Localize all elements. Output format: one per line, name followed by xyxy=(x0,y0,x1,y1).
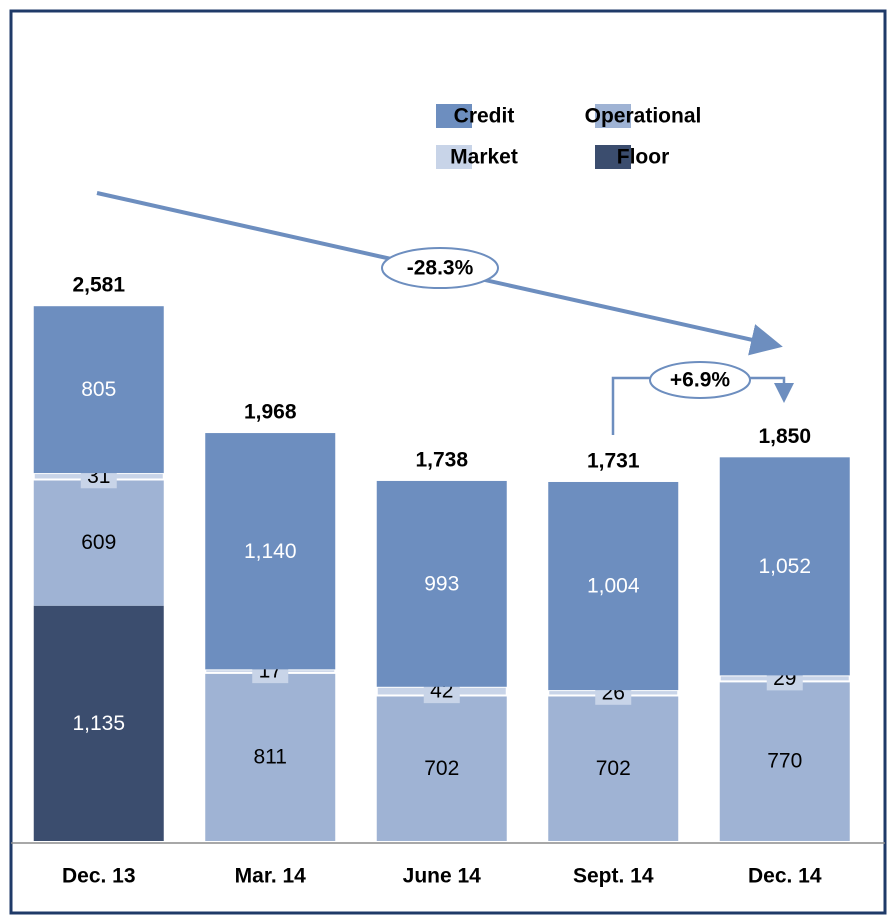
bar-segment xyxy=(376,480,507,687)
x-tick-label: Sept. 14 xyxy=(573,865,654,888)
legend-label: Operational xyxy=(585,105,702,128)
data-label: 770 xyxy=(767,750,802,773)
legend-label: Market xyxy=(450,146,518,169)
frame xyxy=(9,9,887,915)
data-label: 1,135 xyxy=(72,712,125,735)
data-label: 805 xyxy=(81,378,116,401)
bar-segment xyxy=(719,457,850,676)
legend-label: Floor xyxy=(617,146,670,169)
bar-segment xyxy=(719,681,850,841)
data-label: 702 xyxy=(424,757,459,780)
total-label: 1,738 xyxy=(415,448,468,471)
bar-segment xyxy=(33,605,164,841)
legend-label: Credit xyxy=(454,105,515,128)
bar-segment xyxy=(205,672,336,841)
data-label: 993 xyxy=(424,572,459,595)
bar-segment xyxy=(548,695,679,841)
legend-swatch xyxy=(436,104,472,128)
data-label: 1,140 xyxy=(244,540,297,563)
legend-swatch xyxy=(595,104,631,128)
total-label: 1,968 xyxy=(244,401,297,424)
bar-segment xyxy=(33,306,164,474)
bar-segment xyxy=(376,695,507,841)
bar-segment xyxy=(205,433,336,670)
annotation: -28.3% xyxy=(407,257,474,280)
x-tick-label: Dec. 13 xyxy=(62,865,136,888)
legend-swatch xyxy=(436,145,472,169)
total-label: 1,850 xyxy=(758,425,811,448)
data-label: 1,052 xyxy=(758,555,811,578)
bar-segment xyxy=(548,481,679,691)
x-tick-label: Mar. 14 xyxy=(235,865,307,888)
annotation-bubble xyxy=(649,361,751,399)
annotation-bubble xyxy=(381,247,499,289)
bar-segment xyxy=(33,479,164,606)
data-label: 702 xyxy=(596,757,631,780)
x-tick-label: Dec. 14 xyxy=(748,865,822,888)
data-label: 609 xyxy=(81,531,116,554)
data-label: 811 xyxy=(254,745,287,768)
total-label: 1,731 xyxy=(587,450,640,473)
total-label: 2,581 xyxy=(72,274,125,297)
legend-swatch xyxy=(595,145,631,169)
data-label: 1,004 xyxy=(587,575,640,598)
x-tick-label: June 14 xyxy=(403,865,482,888)
annotation: +6.9% xyxy=(670,369,730,392)
